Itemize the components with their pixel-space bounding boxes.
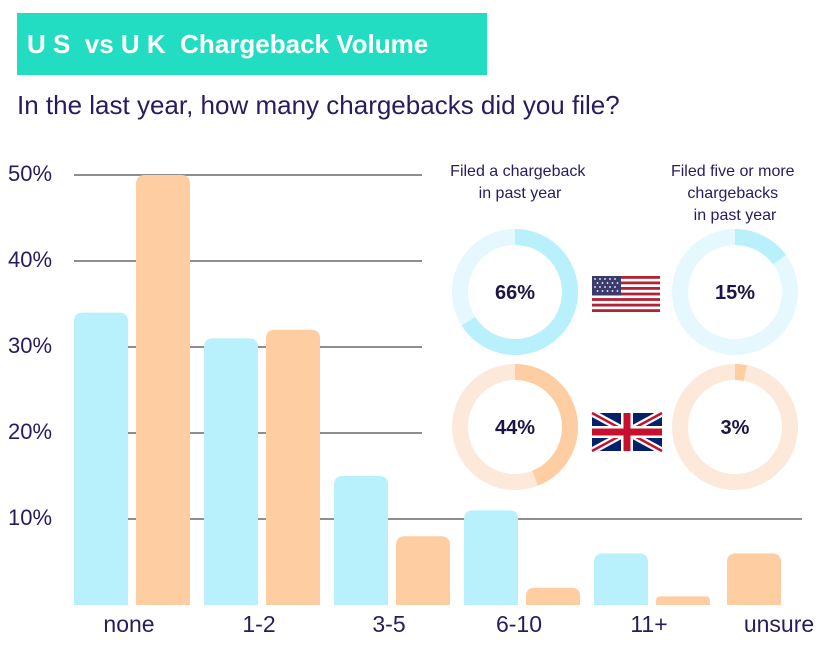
x-axis-labels: none 1-2 3-5 6-10 11+ unsure [103,611,814,637]
bars [74,175,781,605]
y-axis-labels: 50% 40% 30% 20% 10% [8,161,52,530]
donut-value: 44% [495,417,535,439]
bar-us-none [74,312,128,605]
us-flag-icon [592,276,660,312]
bar-us-11+ [594,553,648,605]
donut-us-five-plus: 15% [672,229,798,355]
y-tick-label: 20% [8,419,52,444]
donut-us-filed: 66% [452,229,578,355]
chart-title: U S vs U K Chargeback Volume [27,29,429,59]
x-tick-label: none [103,611,154,637]
x-tick-label: 3-5 [372,611,405,637]
bar-us-6-10 [464,510,518,605]
bar-uk-3-5 [396,536,450,605]
bar-uk-unsure [727,553,781,605]
y-tick-label: 30% [8,333,52,358]
bar-uk-6-10 [526,587,580,605]
donut-uk-five-plus: 3% [672,364,798,490]
bar-us-1-2 [204,338,258,605]
x-tick-label: 11+ [630,611,667,637]
uk-flag-icon [590,409,664,455]
donut-header-right: Filed five or more chargebacks in past y… [671,163,799,224]
donut-value: 15% [715,282,755,304]
x-tick-label: 1-2 [242,611,275,637]
donut-segment [452,364,578,490]
donut-panel: Filed a chargeback in past year Filed fi… [450,163,799,490]
y-tick-label: 50% [8,161,52,186]
y-tick-label: 10% [8,505,52,530]
donut-segment [452,229,578,355]
chart-subtitle: In the last year, how many chargebacks d… [17,90,620,120]
bar-uk-none [136,175,190,605]
donut-segment [672,364,798,490]
donut-segment [672,229,798,355]
donut-value: 66% [495,282,535,304]
bar-uk-11+ [656,596,710,605]
donut-uk-filed: 44% [452,364,578,490]
donut-value: 3% [721,417,750,439]
bar-uk-1-2 [266,329,320,605]
donut-header-left: Filed a chargeback in past year [450,163,590,202]
bar-us-3-5 [334,476,388,605]
x-tick-label: unsure [744,611,814,637]
title-banner: U S vs U K Chargeback Volume [17,13,487,75]
x-tick-label: 6-10 [496,611,542,637]
y-tick-label: 40% [8,247,52,272]
